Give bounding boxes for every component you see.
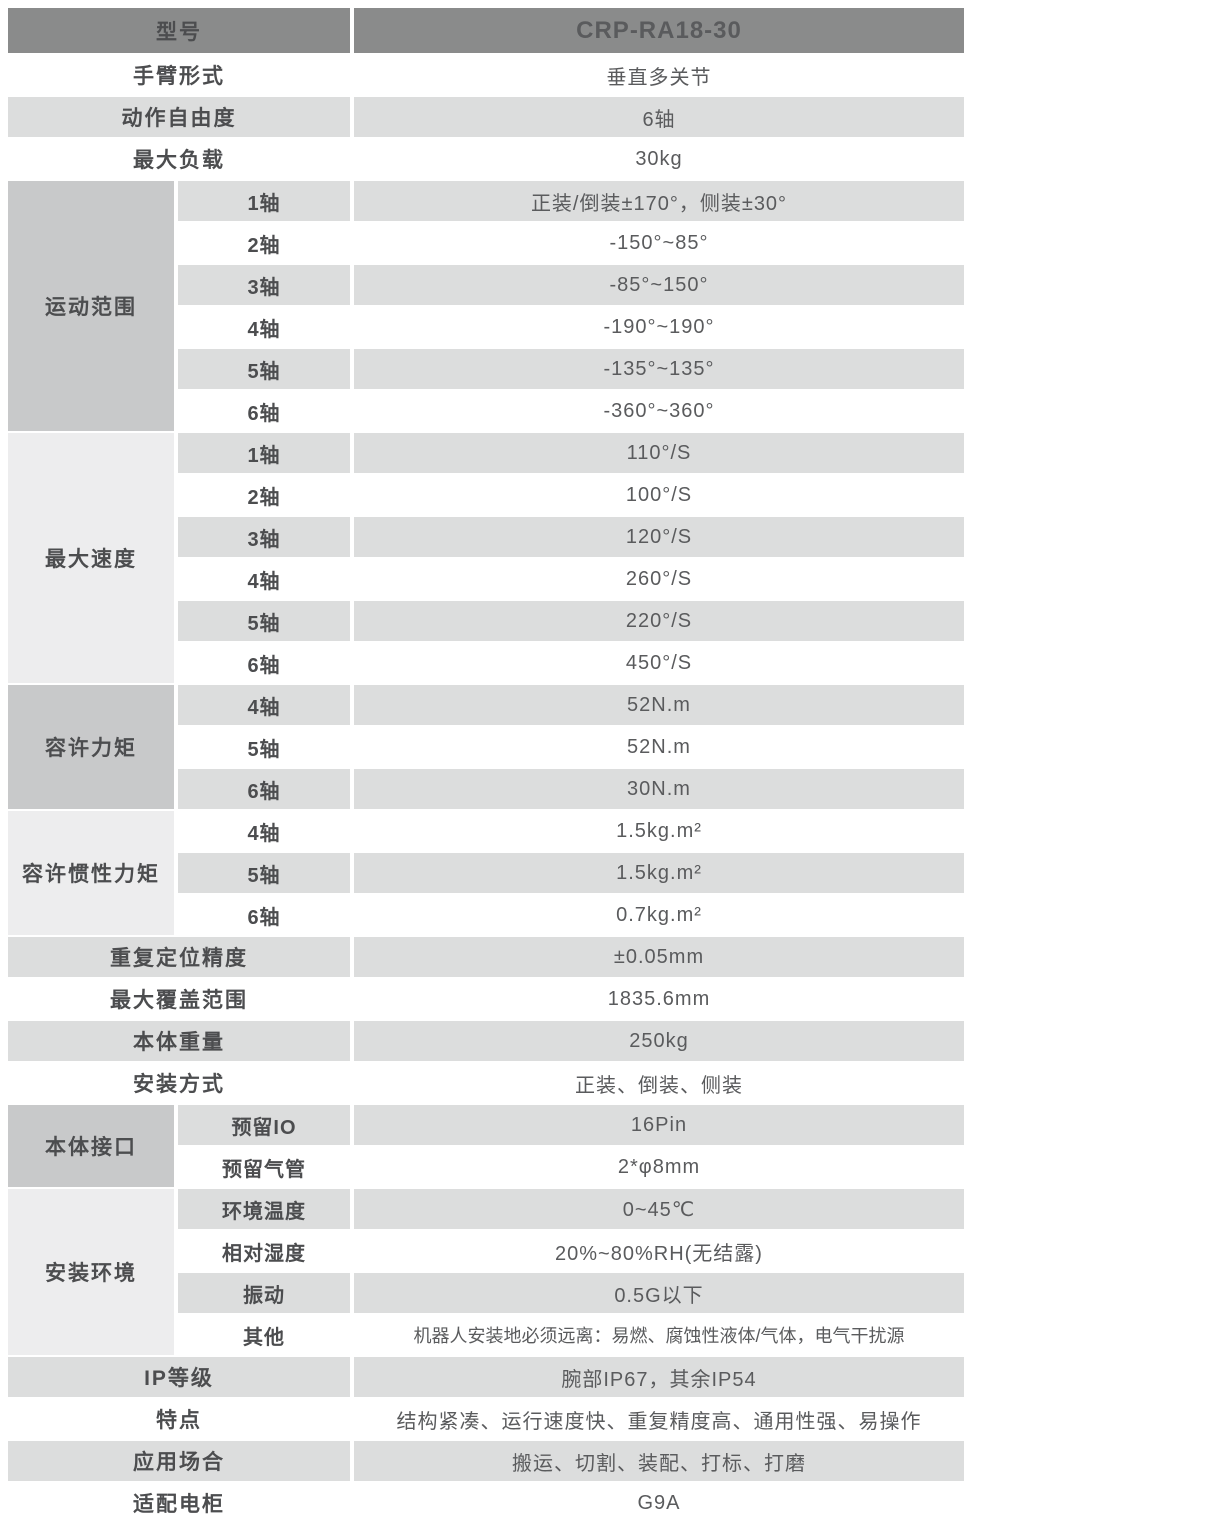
max-speed-axis-label: 6轴: [247, 654, 281, 677]
motion-range-axis-value: 正装/倒装±170°，侧装±30°: [354, 181, 964, 221]
body-interface-value: 16Pin: [354, 1105, 964, 1145]
allow-torque-axis-value: 30N.m: [354, 769, 964, 809]
row-label-max-reach: 最大覆盖范围: [110, 989, 248, 1012]
allow-inertia-axis-label: 4轴: [247, 822, 281, 845]
section-title-allow-torque: 容许力矩: [8, 685, 174, 809]
install-env-label: 环境温度: [178, 1189, 350, 1229]
max-speed-axis-label: 2轴: [247, 486, 281, 509]
allow-torque-axis-label: 5轴: [247, 738, 281, 761]
row-label-dof: 动作自由度: [8, 97, 350, 137]
row-label-cabinet: 适配电柜: [133, 1493, 225, 1516]
row-value-arm-form: 垂直多关节: [606, 66, 712, 89]
allow-inertia-axis-value: 1.5kg.m²: [354, 853, 964, 893]
allow-inertia-axis-label: 6轴: [247, 906, 281, 929]
max-speed-axis-label: 4轴: [247, 570, 281, 593]
header-model-value: CRP-RA18-30: [354, 8, 964, 53]
motion-range-axis-label: 6轴: [247, 402, 281, 425]
motion-range-axis-label: 1轴: [178, 181, 350, 221]
allow-torque-axis-value: 52N.m: [354, 685, 964, 725]
max-speed-axis-value: 260°/S: [625, 567, 693, 590]
max-speed-axis-value: 110°/S: [354, 433, 964, 473]
row-value-mounting: 正装、倒装、侧装: [575, 1074, 743, 1097]
row-value-max-reach: 1835.6mm: [607, 987, 711, 1010]
spec-table: 型号 CRP-RA18-30 手臂形式 垂直多关节 动作自由度 6轴 最大负载 …: [8, 8, 964, 1523]
row-value-cabinet: G9A: [637, 1491, 681, 1514]
motion-range-axis-label: 4轴: [247, 318, 281, 341]
motion-range-axis-value: -150°~85°: [609, 231, 709, 254]
motion-range-axis-label: 2轴: [247, 234, 281, 257]
allow-inertia-axis-value: 1.5kg.m²: [616, 819, 702, 842]
section-title-body-interface: 本体接口: [8, 1105, 174, 1187]
section-title-motion-range: 运动范围: [8, 181, 174, 431]
row-value-applications: 搬运、切割、装配、打标、打磨: [354, 1441, 964, 1481]
max-speed-axis-value: 220°/S: [354, 601, 964, 641]
max-speed-axis-value: 450°/S: [625, 651, 693, 674]
row-value-features: 结构紧凑、运行速度快、重复精度高、通用性强、易操作: [396, 1410, 922, 1433]
motion-range-axis-value: -135°~135°: [354, 349, 964, 389]
header-model-label: 型号: [8, 8, 350, 53]
row-value-ip-rating: 腕部IP67，其余IP54: [354, 1357, 964, 1397]
row-label-repeatability: 重复定位精度: [8, 937, 350, 977]
motion-range-axis-value: -85°~150°: [354, 265, 964, 305]
motion-range-axis-value: -190°~190°: [603, 315, 715, 338]
row-label-arm-form: 手臂形式: [133, 65, 225, 88]
motion-range-axis-value: -360°~360°: [603, 399, 715, 422]
row-label-mounting: 安装方式: [133, 1073, 225, 1096]
row-label-payload: 最大负载: [133, 149, 225, 172]
section-title-install-env: 安装环境: [8, 1189, 174, 1355]
install-env-value: 0~45℃: [354, 1189, 964, 1229]
allow-inertia-axis-value: 0.7kg.m²: [616, 903, 702, 926]
allow-torque-axis-label: 4轴: [178, 685, 350, 725]
allow-inertia-axis-label: 5轴: [178, 853, 350, 893]
body-interface-label: 预留IO: [178, 1105, 350, 1145]
install-env-label: 相对湿度: [222, 1242, 306, 1265]
row-label-body-weight: 本体重量: [8, 1021, 350, 1061]
max-speed-axis-value: 100°/S: [625, 483, 693, 506]
install-env-value: 0.5G以下: [354, 1273, 964, 1313]
row-label-applications: 应用场合: [8, 1441, 350, 1481]
body-interface-label: 预留气管: [222, 1158, 306, 1181]
section-title-max-speed: 最大速度: [8, 433, 174, 683]
install-env-label: 振动: [178, 1273, 350, 1313]
max-speed-axis-label: 5轴: [178, 601, 350, 641]
row-value-dof: 6轴: [354, 97, 964, 137]
allow-torque-axis-value: 52N.m: [627, 735, 691, 758]
section-title-allow-inertia: 容许惯性力矩: [8, 811, 174, 935]
allow-torque-axis-label: 6轴: [178, 769, 350, 809]
install-env-value: 机器人安装地必须远离：易燃、腐蚀性液体/气体，电气干扰源: [413, 1326, 905, 1346]
motion-range-axis-label: 3轴: [178, 265, 350, 305]
row-value-payload: 30kg: [635, 147, 683, 170]
max-speed-axis-value: 120°/S: [354, 517, 964, 557]
body-interface-value: 2*φ8mm: [617, 1155, 701, 1178]
max-speed-axis-label: 1轴: [178, 433, 350, 473]
row-label-features: 特点: [156, 1409, 202, 1432]
max-speed-axis-label: 3轴: [178, 517, 350, 557]
install-env-value: 20%~80%RH(无结露): [555, 1242, 763, 1265]
row-value-repeatability: ±0.05mm: [354, 937, 964, 977]
install-env-label: 其他: [243, 1326, 285, 1349]
motion-range-axis-label: 5轴: [178, 349, 350, 389]
row-value-body-weight: 250kg: [354, 1021, 964, 1061]
row-label-ip-rating: IP等级: [8, 1357, 350, 1397]
